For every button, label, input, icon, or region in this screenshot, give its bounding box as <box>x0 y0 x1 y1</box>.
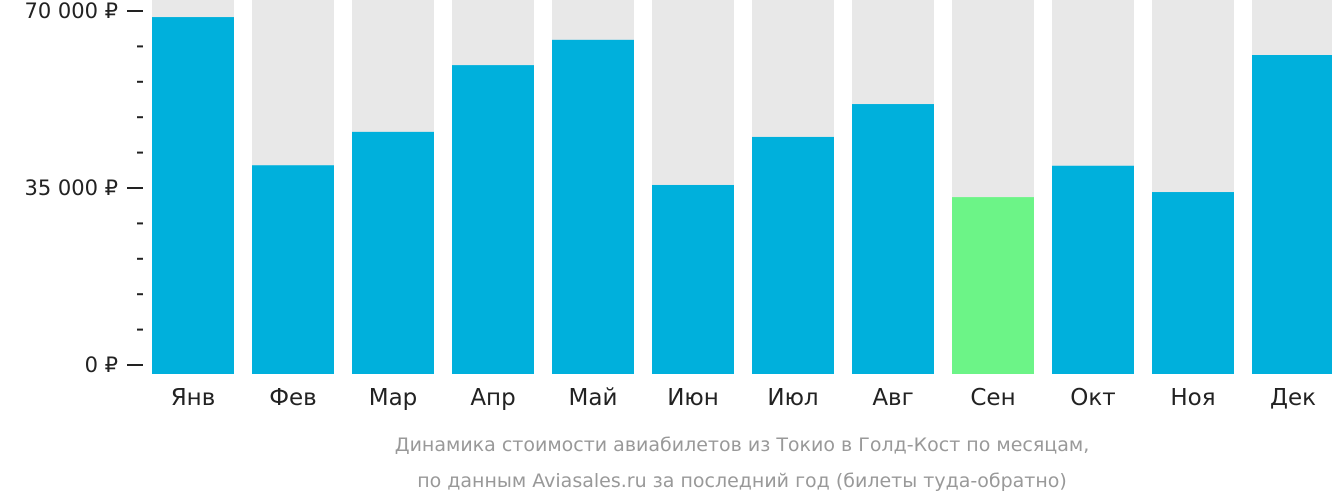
x-tick-label: Мар <box>369 385 418 411</box>
x-tick-label: Июн <box>667 385 719 411</box>
x-tick-label: Фев <box>269 385 317 411</box>
caption-line-1: Динамика стоимости авиабилетов из Токио … <box>395 434 1090 456</box>
bar-Янв[interactable] <box>152 17 234 374</box>
bar-Авг[interactable] <box>852 104 934 375</box>
bar-Мар[interactable] <box>352 131 434 374</box>
bar-Май[interactable] <box>552 39 634 374</box>
x-tick-label: Сен <box>970 385 1015 411</box>
x-tick-label: Окт <box>1070 385 1115 411</box>
x-tick-label: Янв <box>171 385 216 411</box>
bar-Окт[interactable] <box>1052 165 1134 374</box>
bar-Дек[interactable] <box>1252 54 1332 375</box>
bar-Фев[interactable] <box>252 165 334 374</box>
bar-Июл[interactable] <box>752 136 834 374</box>
y-tick-label: 70 000 ₽ <box>24 0 118 23</box>
x-tick-label: Авг <box>872 385 913 411</box>
y-tick-label: 0 ₽ <box>85 353 118 377</box>
bar-Июн[interactable] <box>652 184 734 374</box>
y-tick-label: 35 000 ₽ <box>24 176 118 200</box>
x-tick-label: Июл <box>767 385 818 411</box>
bar-Апр[interactable] <box>452 65 534 375</box>
x-tick-label: Май <box>569 385 618 411</box>
x-tick-label: Апр <box>470 385 515 411</box>
bar-Сен[interactable] <box>952 197 1034 374</box>
caption-line-2: по данным Aviasales.ru за последний год … <box>417 470 1067 492</box>
x-tick-label: Ноя <box>1170 385 1215 411</box>
x-tick-label: Дек <box>1270 385 1316 411</box>
bar-Ноя[interactable] <box>1152 192 1234 374</box>
